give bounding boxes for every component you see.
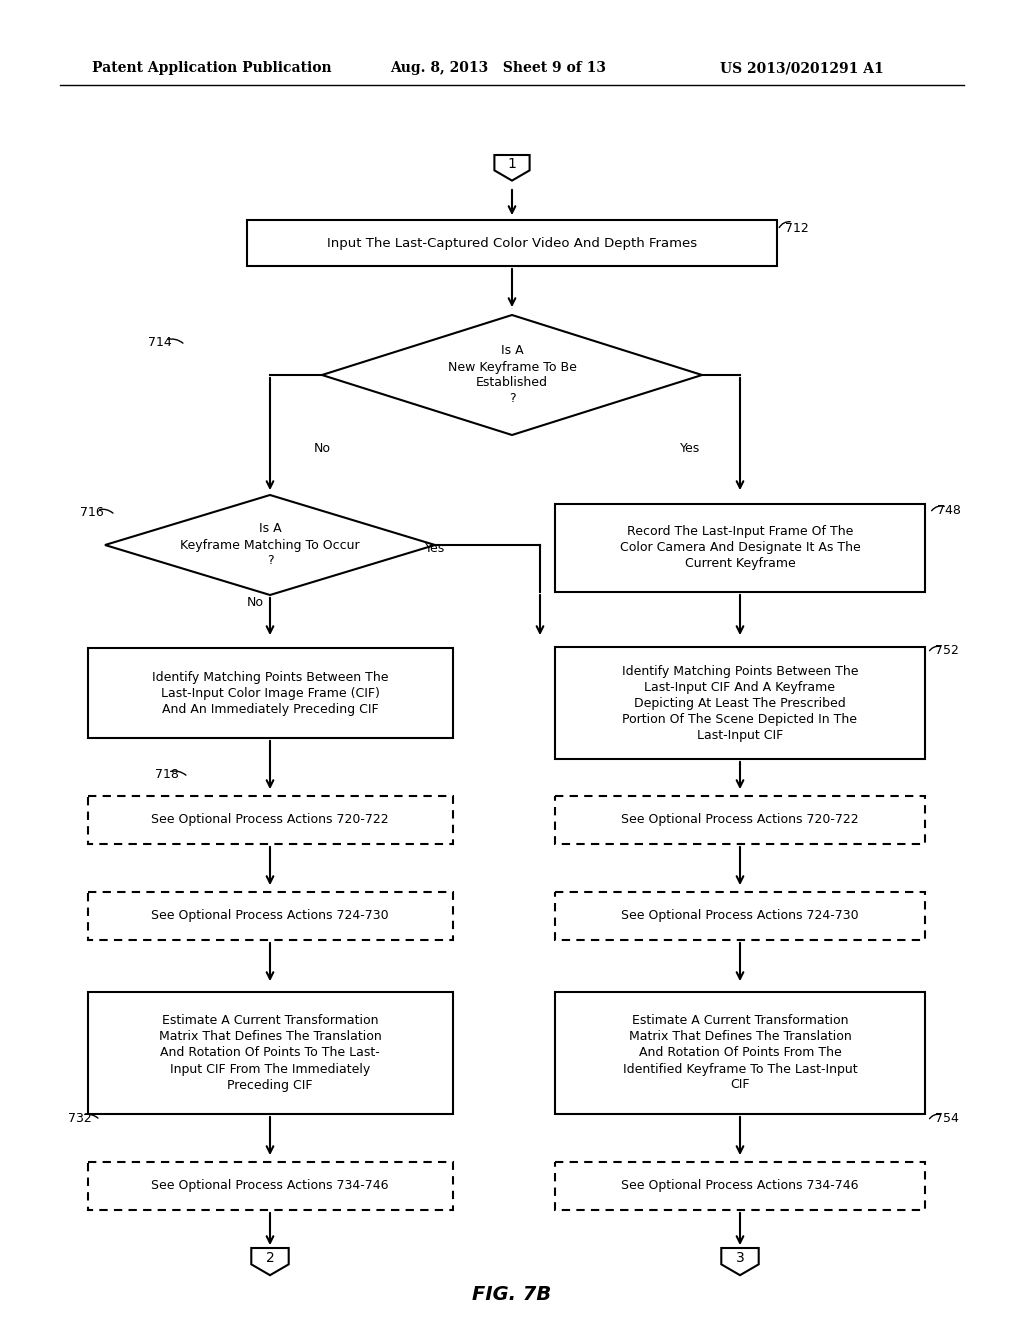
- Bar: [555, 892, 925, 940]
- Text: 2: 2: [265, 1250, 274, 1265]
- Text: Identify Matching Points Between The
Last-Input CIF And A Keyframe
Depicting At : Identify Matching Points Between The Las…: [622, 664, 858, 742]
- Text: 732: 732: [68, 1111, 92, 1125]
- Text: See Optional Process Actions 724-730: See Optional Process Actions 724-730: [622, 909, 859, 923]
- Text: 712: 712: [785, 222, 809, 235]
- Text: Is A
New Keyframe To Be
Established
?: Is A New Keyframe To Be Established ?: [447, 345, 577, 405]
- Text: 1: 1: [508, 157, 516, 172]
- Text: Identify Matching Points Between The
Last-Input Color Image Frame (CIF)
And An I: Identify Matching Points Between The Las…: [152, 671, 388, 715]
- Text: 718: 718: [155, 768, 179, 781]
- Text: See Optional Process Actions 720-722: See Optional Process Actions 720-722: [622, 813, 859, 826]
- Text: Yes: Yes: [680, 441, 700, 454]
- Text: 716: 716: [80, 507, 103, 520]
- Text: Record The Last-Input Frame Of The
Color Camera And Designate It As The
Current : Record The Last-Input Frame Of The Color…: [620, 525, 860, 570]
- Bar: [555, 504, 925, 591]
- Text: Yes: Yes: [425, 541, 445, 554]
- Text: 714: 714: [148, 337, 172, 350]
- Text: Estimate A Current Transformation
Matrix That Defines The Translation
And Rotati: Estimate A Current Transformation Matrix…: [159, 1015, 381, 1092]
- Bar: [87, 892, 453, 940]
- Text: No: No: [313, 441, 331, 454]
- Text: Is A
Keyframe Matching To Occur
?: Is A Keyframe Matching To Occur ?: [180, 523, 359, 568]
- Text: See Optional Process Actions 724-730: See Optional Process Actions 724-730: [152, 909, 389, 923]
- Text: Estimate A Current Transformation
Matrix That Defines The Translation
And Rotati: Estimate A Current Transformation Matrix…: [623, 1015, 857, 1092]
- Text: US 2013/0201291 A1: US 2013/0201291 A1: [720, 61, 884, 75]
- Bar: [87, 1162, 453, 1210]
- Text: See Optional Process Actions 720-722: See Optional Process Actions 720-722: [152, 813, 389, 826]
- Text: 754: 754: [935, 1111, 958, 1125]
- Text: Patent Application Publication: Patent Application Publication: [92, 61, 332, 75]
- Bar: [555, 647, 925, 759]
- Text: Input The Last-Captured Color Video And Depth Frames: Input The Last-Captured Color Video And …: [327, 236, 697, 249]
- Bar: [555, 993, 925, 1114]
- Bar: [555, 1162, 925, 1210]
- Text: 3: 3: [735, 1250, 744, 1265]
- Bar: [555, 796, 925, 843]
- Bar: [87, 648, 453, 738]
- Text: Aug. 8, 2013   Sheet 9 of 13: Aug. 8, 2013 Sheet 9 of 13: [390, 61, 606, 75]
- Bar: [87, 796, 453, 843]
- Text: See Optional Process Actions 734-746: See Optional Process Actions 734-746: [152, 1180, 389, 1192]
- Text: No: No: [247, 597, 263, 610]
- Text: 752: 752: [935, 644, 958, 656]
- Text: 748: 748: [937, 503, 961, 516]
- Bar: [247, 220, 777, 267]
- Text: See Optional Process Actions 734-746: See Optional Process Actions 734-746: [622, 1180, 859, 1192]
- Bar: [87, 993, 453, 1114]
- Text: FIG. 7B: FIG. 7B: [472, 1286, 552, 1304]
